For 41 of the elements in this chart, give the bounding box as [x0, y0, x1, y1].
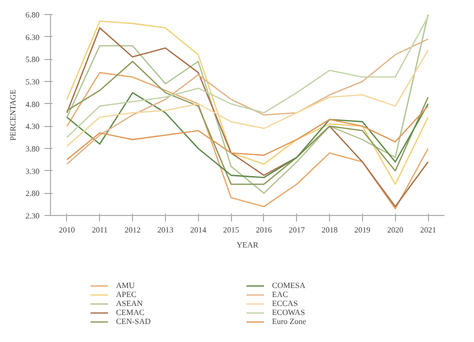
y-tick-label: 2.80: [26, 189, 40, 198]
legend-label: APEC: [116, 290, 138, 299]
x-tick-label: 2011: [92, 226, 108, 234]
y-tick-label: 6.80: [26, 10, 40, 20]
legend-label: EAC: [272, 290, 289, 299]
legend-label: Euro Zone: [272, 317, 307, 326]
line-series: [66, 16, 429, 138]
legend-label: ECCAS: [272, 299, 299, 308]
x-tick-label: 2016: [256, 226, 272, 234]
y-tick-label: 2.30: [26, 212, 40, 220]
legend-label: CEMAC: [116, 308, 146, 317]
x-tick-label: 2020: [387, 226, 404, 234]
y-tick-label: 3.30: [26, 166, 40, 176]
y-tick-label: 5.30: [26, 78, 40, 86]
y-tick-label: 4.80: [26, 100, 40, 109]
y-tick-label: 3.80: [26, 144, 40, 154]
line-series: [66, 60, 429, 185]
legend-label: COMESA: [272, 281, 306, 290]
y-axis-title: PERCENTAGE: [8, 89, 18, 141]
line-series: [66, 105, 429, 160]
x-tick-label: 2015: [223, 226, 240, 234]
x-tick-label: 2021: [420, 226, 436, 234]
y-tick-label: 4.30: [26, 122, 40, 132]
legend-label: AMU: [116, 281, 136, 290]
x-axis-title: YEAR: [236, 240, 260, 250]
x-tick-label: 2013: [157, 226, 174, 234]
line-series: [66, 92, 429, 178]
y-tick-label: 6.30: [26, 32, 40, 42]
x-tick-label: 2012: [124, 226, 141, 234]
x-tick-label: 2010: [58, 226, 75, 234]
x-tick-label: 2014: [190, 226, 206, 234]
legend-label: CEN-SAD: [116, 317, 152, 326]
x-tick-label: 2018: [322, 226, 338, 234]
x-tick-label: 2019: [354, 226, 370, 234]
line-series: [66, 72, 429, 210]
y-tick-label: 5.80: [26, 55, 40, 64]
line-series: [66, 38, 429, 165]
legend-label: ECOWAS: [272, 308, 306, 317]
line-series: [66, 50, 429, 147]
legend-label: ASEAN: [116, 299, 144, 308]
x-tick-label: 2017: [288, 226, 305, 234]
